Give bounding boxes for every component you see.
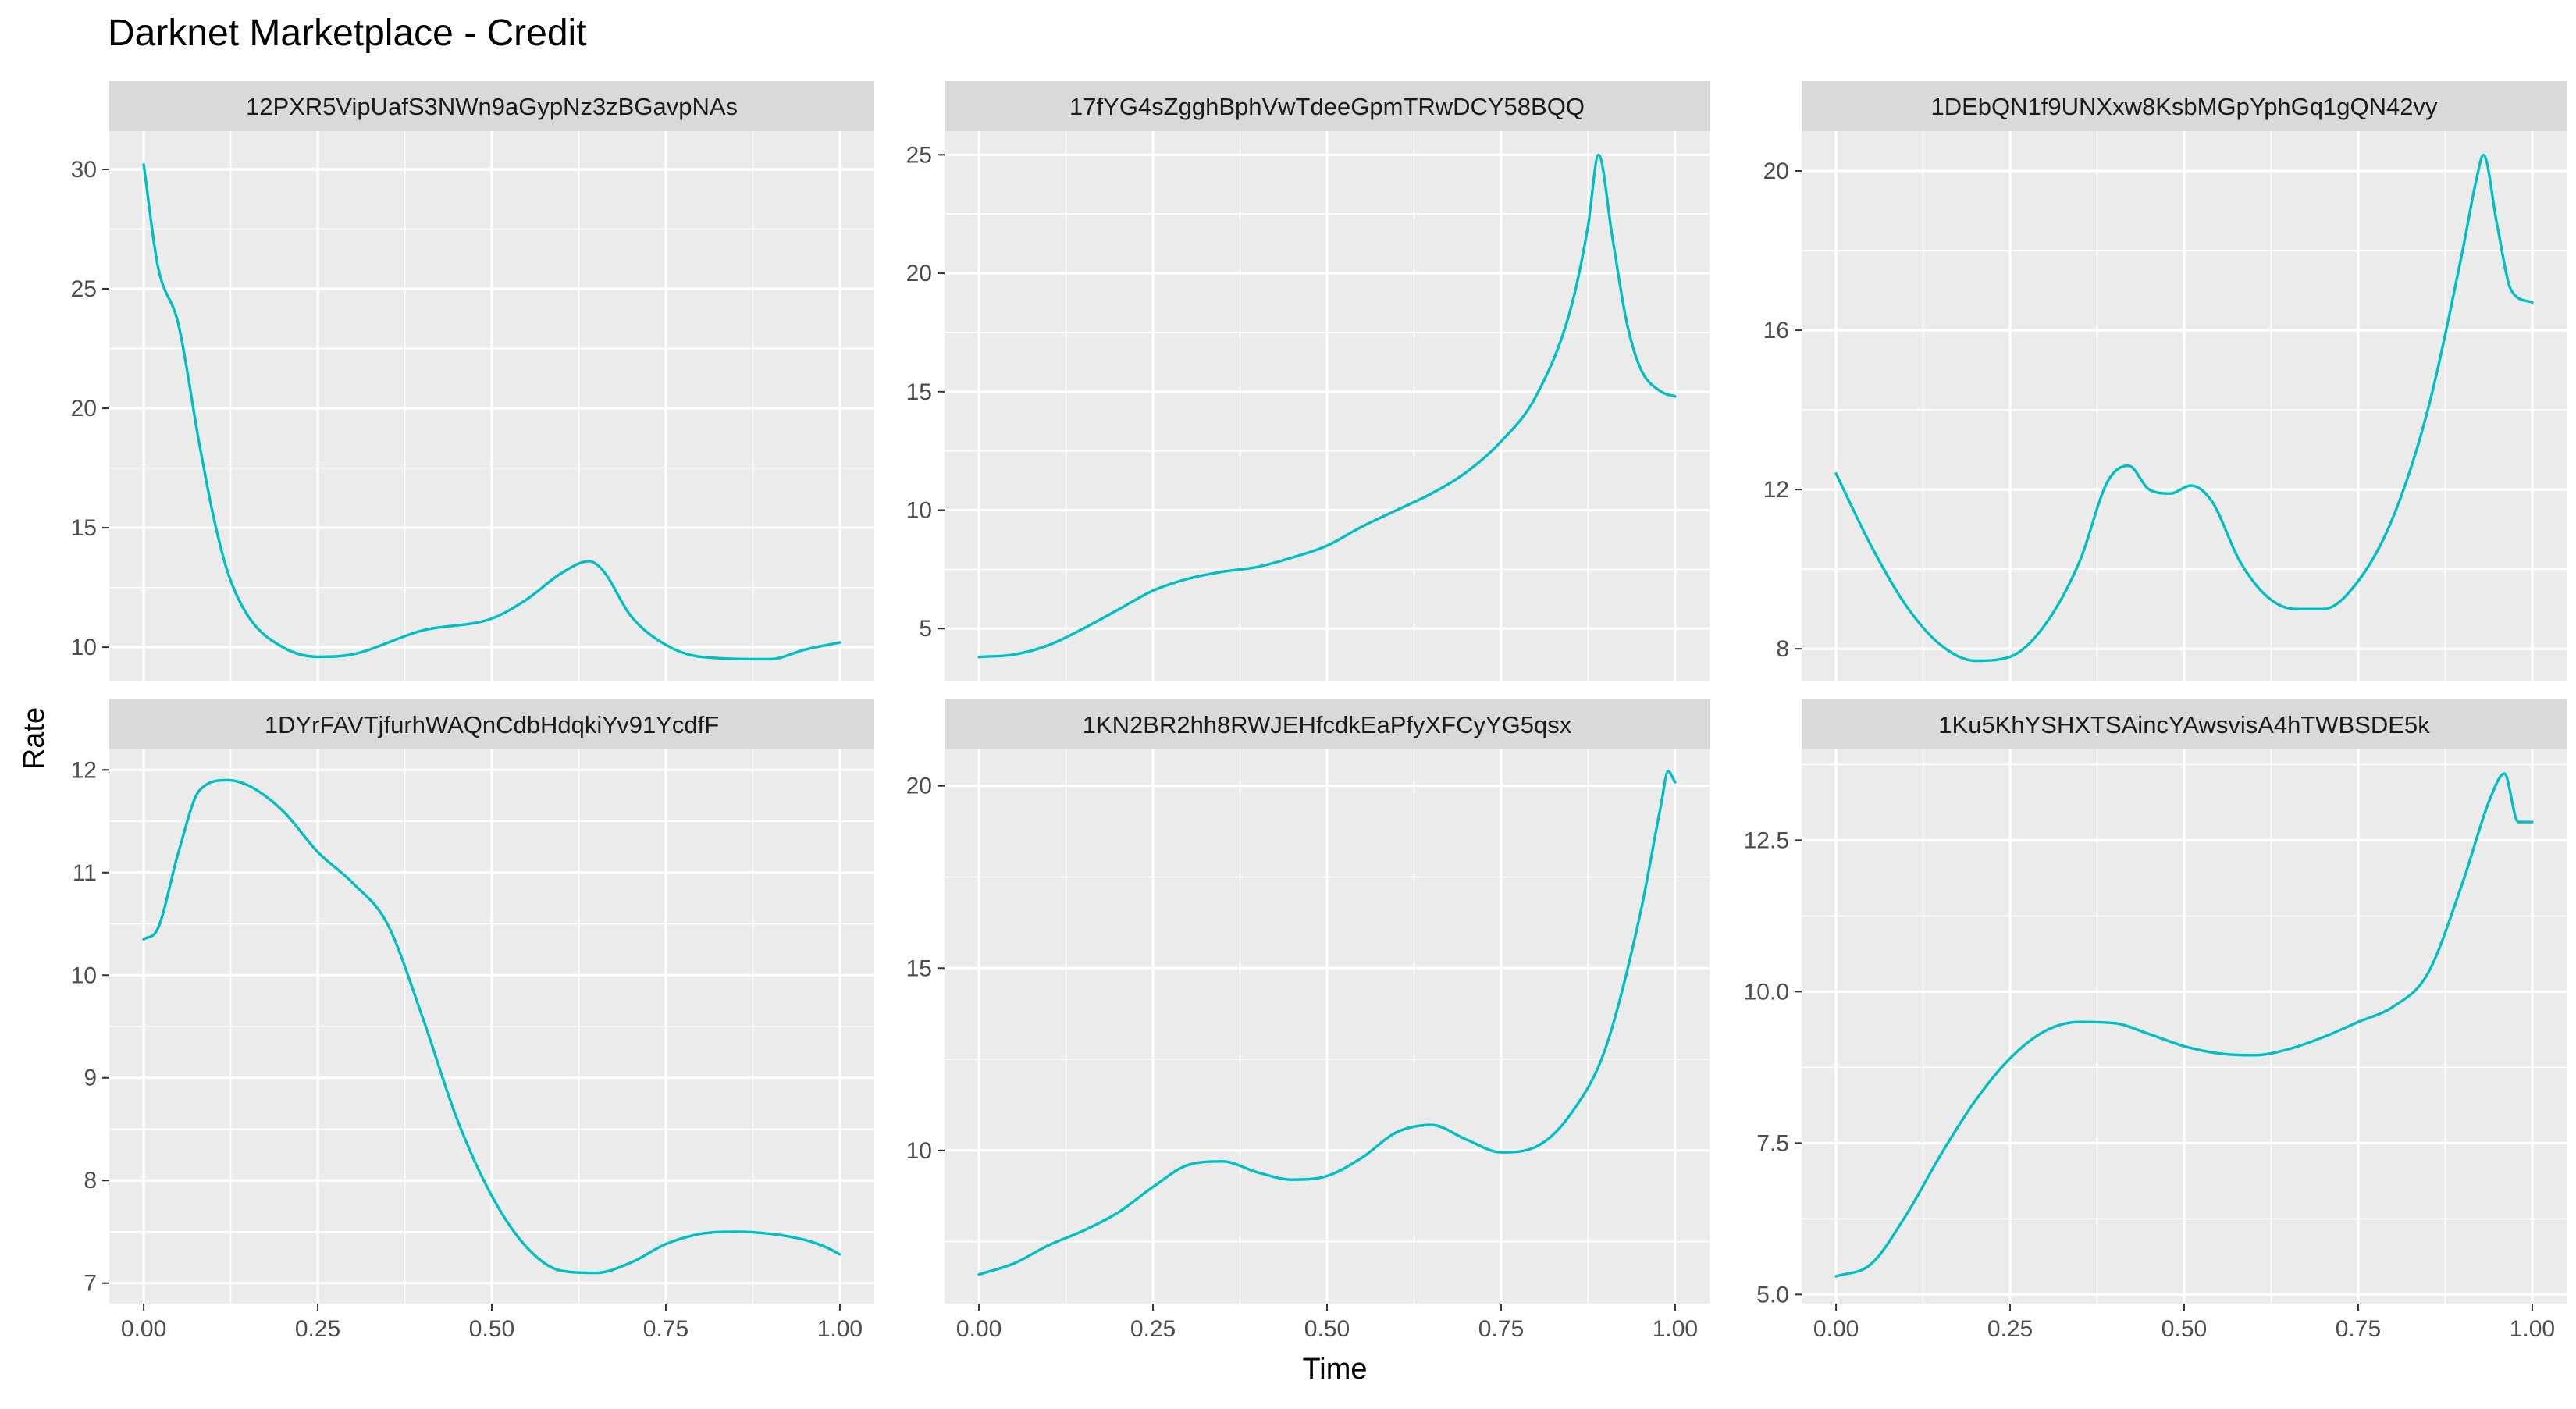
y-tick-label: 20: [906, 261, 932, 286]
y-tick-label: 30: [71, 157, 97, 183]
y-tick-label: 20: [906, 774, 932, 799]
x-tick-label: 1.00: [2510, 1316, 2555, 1342]
facet-strip-label: 1DEbQN1f9UNXxw8KsbMGpYphGq1gQN42vy: [1931, 93, 2438, 120]
y-tick-label: 15: [906, 955, 932, 981]
chart-title: Darknet Marketplace - Credit: [108, 12, 587, 54]
x-tick-label: 0.50: [2161, 1316, 2207, 1342]
series-line: [1834, 772, 2534, 1278]
series-line: [977, 153, 1677, 659]
y-tick-label: 12: [1763, 477, 1789, 503]
y-tick-label: 16: [1763, 318, 1789, 343]
y-tick-label: 9: [84, 1066, 97, 1091]
facet-panel: 12PXR5VipUafS3NWn9aGypNz3zBGavpNAs 10 15 20…: [71, 81, 874, 681]
x-tick-label: 0.00: [1813, 1316, 1859, 1342]
x-tick-label: 1.00: [817, 1316, 863, 1342]
y-tick-label: 15: [906, 379, 932, 405]
y-tick-label: 8: [1776, 636, 1789, 662]
facet-panel: 1KN2BR2hh8RWJEHfcdkEaPfyXFCyYG5qsx 0.00 0.…: [906, 699, 1710, 1342]
facet-strip-label: 12PXR5VipUafS3NWn9aGypNz3zBGavpNAs: [246, 93, 738, 120]
y-tick-label: 12.5: [1744, 827, 1789, 853]
y-axis-label: Rate: [18, 707, 51, 770]
x-tick-label: 0.50: [469, 1316, 514, 1342]
facet-strip-label: 1KN2BR2hh8RWJEHfcdkEaPfyXFCyYG5qsx: [1083, 711, 1572, 738]
x-tick-label: 0.25: [1987, 1316, 2033, 1342]
facet-strip-label: 1Ku5KhYSHXTSAincYAwsvisA4hTWBSDE5k: [1938, 711, 2430, 738]
y-tick-label: 10: [71, 962, 97, 988]
series-line: [142, 778, 841, 1275]
y-tick-label: 20: [71, 396, 97, 422]
y-tick-label: 7: [84, 1271, 97, 1297]
facet-strip: [1802, 699, 2567, 749]
x-tick-label: 0.00: [956, 1316, 1002, 1342]
y-tick-label: 12: [71, 757, 97, 783]
y-tick-label: 25: [71, 276, 97, 302]
facet-strip: [945, 81, 1710, 131]
x-tick-label: 0.75: [2336, 1316, 2381, 1342]
facet-strip: [1802, 81, 2567, 131]
y-tick-label: 15: [71, 515, 97, 541]
facet-panel: 1DYrFAVTjfurhWAQnCdbHdqkiYv91YcdfF 0.00 0.…: [71, 699, 874, 1342]
x-tick-label: 0.00: [121, 1316, 166, 1342]
y-tick-label: 5: [919, 616, 932, 642]
facet-strip: [109, 699, 874, 749]
y-tick-label: 10: [71, 635, 97, 660]
facet-strip-label: 17fYG4sZgghBphVwTdeeGpmTRwDCY58BQQ: [1069, 93, 1585, 120]
x-tick-label: 0.75: [643, 1316, 688, 1342]
y-tick-label: 10: [906, 1138, 932, 1164]
y-tick-label: 10.0: [1744, 979, 1789, 1005]
y-tick-label: 10: [906, 498, 932, 524]
x-axis-label: Time: [1302, 1353, 1367, 1386]
series-line: [1834, 153, 2534, 663]
y-tick-label: 25: [906, 142, 932, 168]
series-line: [142, 163, 841, 661]
x-tick-label: 0.50: [1304, 1316, 1350, 1342]
series-line: [977, 770, 1677, 1276]
facet-strip: [945, 699, 1710, 749]
facet-strip: [109, 81, 874, 131]
y-tick-label: 20: [1763, 158, 1789, 184]
x-tick-label: 0.75: [1478, 1316, 1524, 1342]
y-tick-label: 5.0: [1756, 1282, 1789, 1308]
facet-panel: 1Ku5KhYSHXTSAincYAwsvisA4hTWBSDE5k 0.00 0.…: [1744, 699, 2567, 1342]
y-tick-label: 8: [84, 1168, 97, 1194]
x-tick-label: 1.00: [1653, 1316, 1698, 1342]
facet-panel: 1DEbQN1f9UNXxw8KsbMGpYphGq1gQN42vy 8 12 16 2…: [1763, 81, 2567, 681]
x-tick-label: 0.25: [295, 1316, 340, 1342]
x-tick-label: 0.25: [1130, 1316, 1176, 1342]
facet-strip-label: 1DYrFAVTjfurhWAQnCdbHdqkiYv91YcdfF: [265, 711, 719, 738]
y-tick-label: 11: [73, 860, 97, 886]
y-tick-label: 7.5: [1756, 1130, 1789, 1156]
facet-panel: 17fYG4sZgghBphVwTdeeGpmTRwDCY58BQQ 5 10 15 2…: [906, 81, 1710, 681]
